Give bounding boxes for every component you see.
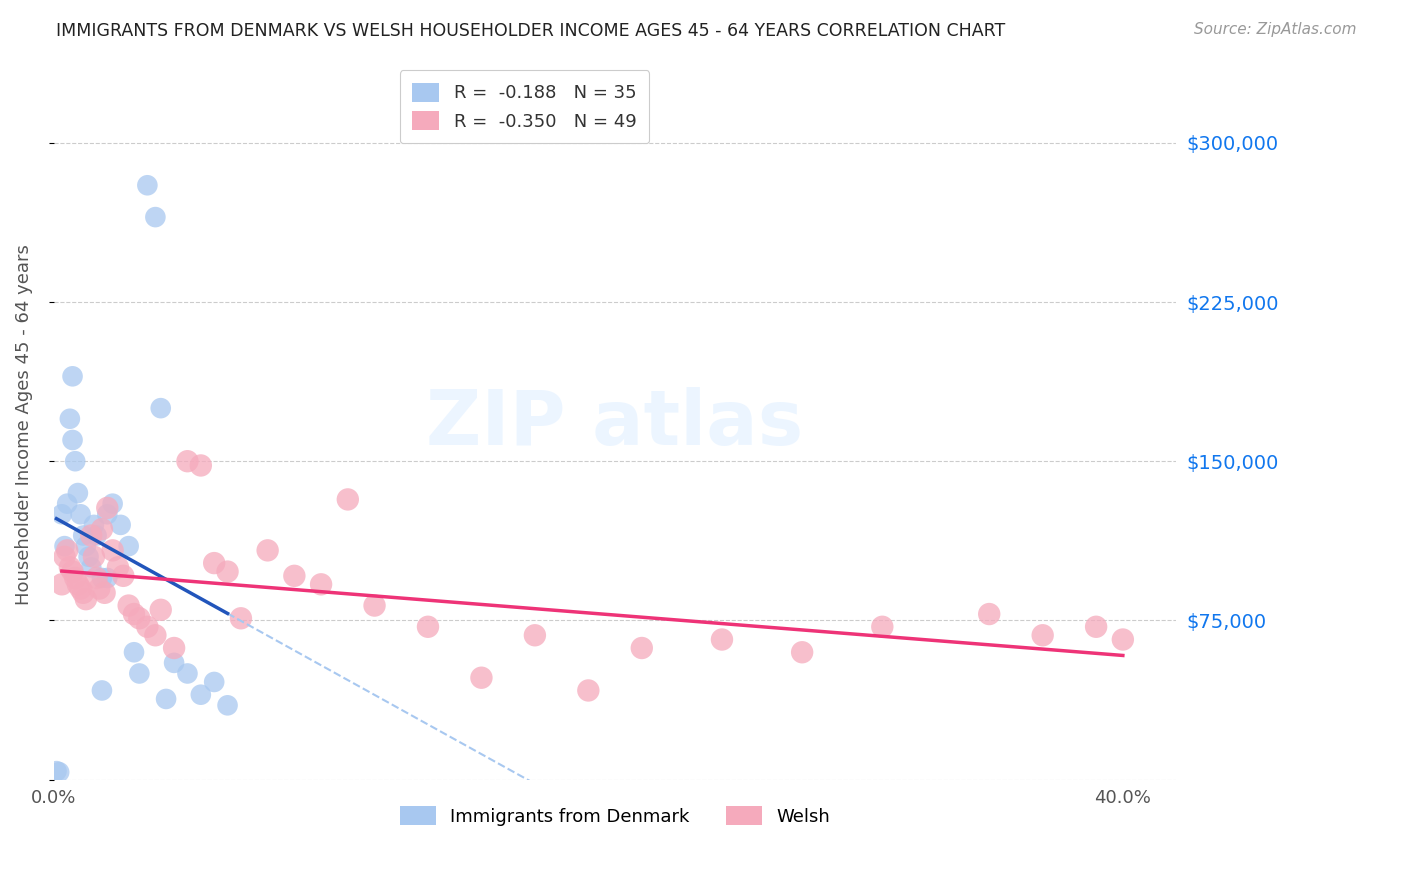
Point bbox=[112, 569, 135, 583]
Y-axis label: Householder Income Ages 45 - 64 years: Householder Income Ages 45 - 64 years bbox=[15, 244, 32, 605]
Point bbox=[96, 571, 118, 585]
Point bbox=[176, 454, 198, 468]
Point bbox=[66, 486, 89, 500]
Point bbox=[145, 628, 167, 642]
Point bbox=[75, 539, 97, 553]
Point bbox=[470, 671, 492, 685]
Point bbox=[128, 611, 150, 625]
Legend: Immigrants from Denmark, Welsh: Immigrants from Denmark, Welsh bbox=[391, 797, 839, 835]
Point bbox=[217, 698, 239, 713]
Point bbox=[83, 517, 105, 532]
Point bbox=[128, 666, 150, 681]
Point bbox=[91, 522, 114, 536]
Point bbox=[96, 508, 118, 522]
Point bbox=[53, 539, 76, 553]
Point bbox=[63, 571, 86, 585]
Point bbox=[979, 607, 1001, 621]
Point bbox=[62, 433, 84, 447]
Point bbox=[45, 764, 67, 778]
Point bbox=[75, 592, 97, 607]
Point bbox=[283, 569, 305, 583]
Point bbox=[190, 688, 212, 702]
Point bbox=[202, 556, 225, 570]
Point bbox=[63, 454, 86, 468]
Point bbox=[72, 586, 94, 600]
Point bbox=[62, 369, 84, 384]
Point bbox=[118, 539, 141, 553]
Point bbox=[101, 543, 124, 558]
Point bbox=[1085, 620, 1108, 634]
Point bbox=[118, 599, 141, 613]
Point bbox=[363, 599, 385, 613]
Point bbox=[149, 401, 172, 416]
Point bbox=[1032, 628, 1054, 642]
Point bbox=[792, 645, 814, 659]
Point bbox=[176, 666, 198, 681]
Point bbox=[107, 560, 129, 574]
Text: ZIP atlas: ZIP atlas bbox=[426, 387, 804, 461]
Point bbox=[91, 683, 114, 698]
Point bbox=[56, 497, 79, 511]
Point bbox=[229, 611, 252, 625]
Point bbox=[872, 620, 894, 634]
Point bbox=[163, 640, 186, 655]
Point bbox=[69, 508, 91, 522]
Point bbox=[576, 683, 599, 698]
Point bbox=[56, 543, 79, 558]
Point bbox=[136, 178, 159, 193]
Point bbox=[62, 565, 84, 579]
Point bbox=[101, 497, 124, 511]
Point bbox=[256, 543, 278, 558]
Point bbox=[77, 549, 100, 564]
Point bbox=[122, 607, 145, 621]
Point bbox=[89, 582, 111, 596]
Point bbox=[202, 675, 225, 690]
Point bbox=[69, 582, 91, 596]
Point bbox=[93, 586, 115, 600]
Point bbox=[136, 620, 159, 634]
Point bbox=[1112, 632, 1135, 647]
Point bbox=[72, 528, 94, 542]
Point bbox=[51, 577, 73, 591]
Point bbox=[309, 577, 332, 591]
Point bbox=[122, 645, 145, 659]
Point bbox=[163, 656, 186, 670]
Text: Source: ZipAtlas.com: Source: ZipAtlas.com bbox=[1194, 22, 1357, 37]
Point bbox=[149, 603, 172, 617]
Point bbox=[710, 632, 733, 647]
Point bbox=[53, 549, 76, 564]
Point bbox=[155, 692, 177, 706]
Point bbox=[59, 411, 82, 425]
Point bbox=[523, 628, 546, 642]
Point bbox=[80, 528, 103, 542]
Point bbox=[59, 560, 82, 574]
Point bbox=[83, 549, 105, 564]
Point bbox=[91, 571, 114, 585]
Point bbox=[96, 500, 118, 515]
Point bbox=[630, 640, 652, 655]
Point bbox=[66, 577, 89, 591]
Point bbox=[416, 620, 439, 634]
Point bbox=[86, 528, 108, 542]
Point bbox=[145, 210, 167, 224]
Point bbox=[217, 565, 239, 579]
Point bbox=[48, 765, 70, 780]
Point bbox=[110, 517, 132, 532]
Point bbox=[86, 571, 108, 585]
Point bbox=[336, 492, 359, 507]
Point bbox=[51, 508, 73, 522]
Point bbox=[80, 560, 103, 574]
Text: IMMIGRANTS FROM DENMARK VS WELSH HOUSEHOLDER INCOME AGES 45 - 64 YEARS CORRELATI: IMMIGRANTS FROM DENMARK VS WELSH HOUSEHO… bbox=[56, 22, 1005, 40]
Point bbox=[190, 458, 212, 473]
